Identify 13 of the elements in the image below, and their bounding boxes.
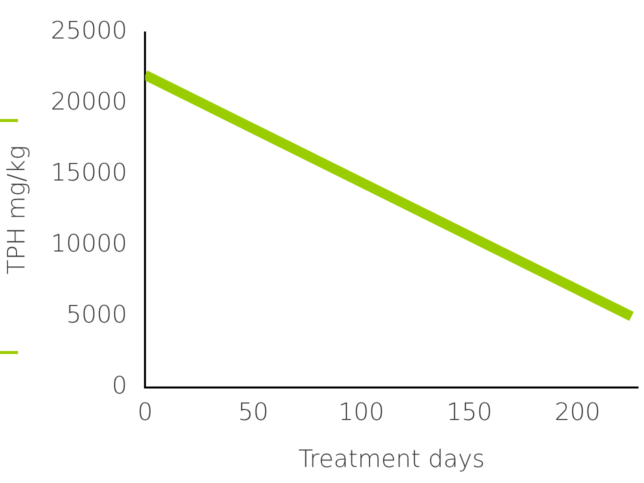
y-tick-label: 20000: [50, 88, 128, 116]
y-axis-title: TPH mg/kg: [2, 145, 31, 274]
x-tick-label: 100: [338, 398, 384, 426]
y-tick-label: 10000: [50, 230, 128, 258]
x-axis-title: Treatment days: [298, 444, 485, 473]
y-tick-label: 25000: [50, 16, 128, 45]
y-tick-label: 5000: [66, 300, 128, 329]
x-tick-label: 50: [238, 398, 269, 426]
x-tick-label: 200: [554, 398, 600, 426]
y-tick-label: 0: [112, 372, 128, 400]
x-tick-label: 150: [446, 398, 492, 426]
x-tick-label: 0: [138, 398, 153, 426]
y-tick-label: 15000: [50, 158, 128, 187]
